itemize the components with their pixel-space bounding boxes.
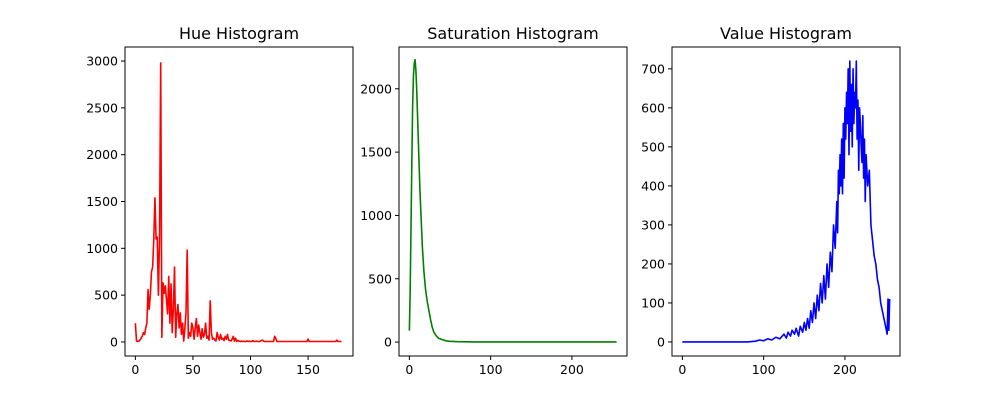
saturation-plot-area	[399, 47, 627, 356]
value-histogram-line	[682, 60, 891, 343]
hue-y-tick-label: 2000	[86, 147, 118, 162]
hue-y-tick-label: 1000	[86, 241, 118, 256]
saturation-x-tick-label: 0	[405, 362, 413, 377]
hue-y-tick-label: 3000	[86, 54, 118, 69]
hue-histogram-line	[134, 62, 342, 343]
hue-x-tick-label: 0	[131, 362, 139, 377]
saturation-y-tick-label: 500	[368, 271, 392, 286]
value-histogram-panel: Value Histogram 0 100 200 0 100 200 300 400 500 60…	[641, 24, 901, 377]
hue-y-tick-label: 1500	[86, 194, 118, 209]
value-x-tick-label: 0	[678, 362, 686, 377]
saturation-y-tick-label: 1000	[360, 208, 392, 223]
hue-y-tick-label: 0	[110, 334, 118, 349]
value-y-tick-label: 700	[641, 61, 665, 76]
saturation-y-tick-label: 1500	[360, 145, 392, 160]
saturation-chart-title: Saturation Histogram	[427, 24, 599, 43]
value-y-tick-label: 300	[641, 217, 665, 232]
saturation-histogram-line	[408, 58, 617, 343]
hue-x-tick-label: 150	[296, 362, 320, 377]
value-y-tick-label: 600	[641, 100, 665, 115]
hue-y-tick-label: 2500	[86, 100, 118, 115]
value-chart-title: Value Histogram	[720, 24, 852, 43]
value-axes-frame	[671, 46, 901, 357]
saturation-x-tick-label: 100	[479, 362, 503, 377]
value-y-tick-label: 200	[641, 256, 665, 271]
value-y-tick-label: 0	[657, 334, 665, 349]
hue-chart-title: Hue Histogram	[179, 24, 299, 43]
value-y-tick-label: 100	[641, 295, 665, 310]
value-y-tick-label: 400	[641, 178, 665, 193]
saturation-axes-frame	[398, 46, 628, 357]
hue-x-tick-label: 100	[239, 362, 263, 377]
saturation-y-tick-label: 2000	[360, 81, 392, 96]
value-plot-area	[672, 47, 900, 356]
value-y-tick-label: 500	[641, 139, 665, 154]
value-x-tick-label: 100	[752, 362, 776, 377]
saturation-x-tick-label: 200	[560, 362, 584, 377]
hue-axes-frame	[124, 46, 354, 357]
hue-x-tick-label: 50	[185, 362, 201, 377]
value-x-tick-label: 200	[833, 362, 857, 377]
hue-y-tick-label: 500	[94, 288, 118, 303]
saturation-y-tick-label: 0	[384, 335, 392, 350]
